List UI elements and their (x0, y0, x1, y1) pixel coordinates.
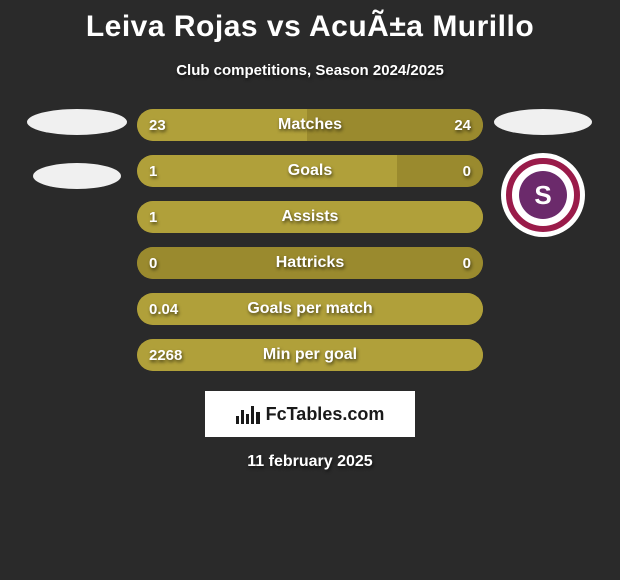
branding-icon-bar (256, 412, 259, 424)
branding-bars-icon (236, 404, 260, 424)
stat-row: Min per goal2268 (137, 339, 483, 371)
right-team-logo-1 (494, 109, 592, 135)
stat-row: Matches23 24 (137, 109, 483, 141)
left-logo-column (17, 109, 137, 217)
crest-inner: S (519, 171, 567, 219)
branding-icon-bar (236, 416, 239, 424)
stat-row: Hattricks0 0 (137, 247, 483, 279)
stat-value-right: 24 (454, 109, 471, 141)
body-area: Matches2324Goals10Assists1Hattricks00Goa… (0, 109, 620, 371)
stat-value-right: 0 (463, 155, 471, 187)
branding-icon-bar (246, 414, 249, 424)
stat-row: Assists1 (137, 201, 483, 233)
branding-icon-bar (251, 406, 254, 424)
right-logo-column: S (483, 109, 603, 237)
branding-badge: FcTables.com (205, 391, 415, 437)
stat-row: Goals1 0 (137, 155, 483, 187)
footer-date: 11 february 2025 (247, 453, 372, 471)
crest-ring: S (506, 158, 580, 232)
stat-label: Goals per match (137, 293, 483, 325)
stat-label: Matches (137, 109, 483, 141)
stat-value-left: 23 (149, 109, 166, 141)
stat-label: Goals (137, 155, 483, 187)
right-team-crest: S (501, 153, 585, 237)
stat-value-left: 0.04 (149, 293, 178, 325)
stat-label: Min per goal (137, 339, 483, 371)
branding-text: FcTables.com (266, 404, 385, 425)
branding-icon-bar (241, 410, 244, 424)
page-subtitle: Club competitions, Season 2024/2025 (176, 62, 444, 79)
stat-value-left: 1 (149, 201, 157, 233)
page-title: Leiva Rojas vs AcuÃ±a Murillo (86, 10, 534, 44)
stat-bars: Matches2324Goals10Assists1Hattricks00Goa… (137, 109, 483, 371)
stat-value-left: 2268 (149, 339, 182, 371)
left-team-logo-2 (33, 163, 121, 189)
crest-letter: S (534, 180, 551, 211)
stat-value-left: 0 (149, 247, 157, 279)
stat-value-left: 1 (149, 155, 157, 187)
stat-value-right: 0 (463, 247, 471, 279)
stat-row: Goals per match0.04 (137, 293, 483, 325)
stat-label: Assists (137, 201, 483, 233)
left-team-logo-1 (27, 109, 127, 135)
stat-label: Hattricks (137, 247, 483, 279)
